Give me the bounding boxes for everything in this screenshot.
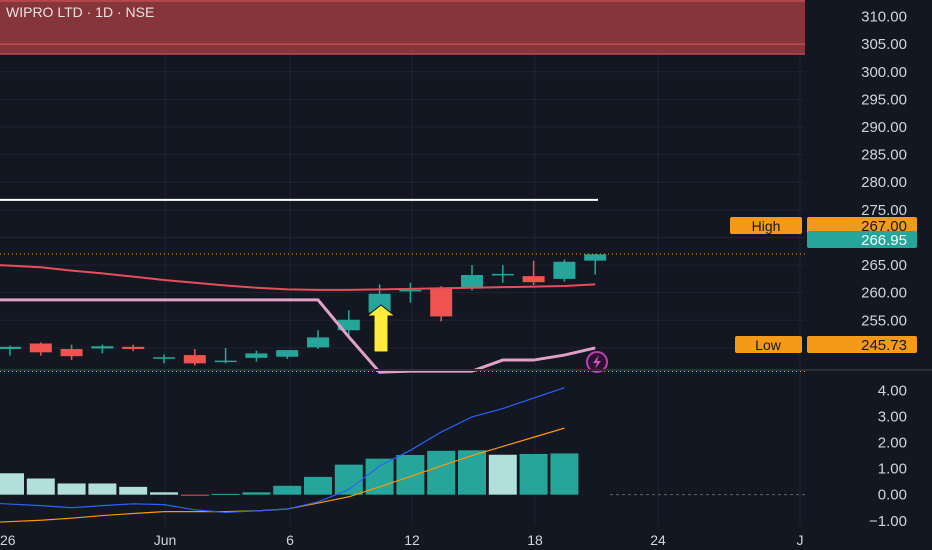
low-title-box xyxy=(735,336,802,353)
price-pane[interactable]: WIPRO LTD · 1D · NSE xyxy=(0,0,805,374)
price-axis[interactable]: 310.00 305.00 300.00 295.00 290.00 285.00 280.… xyxy=(861,9,907,357)
macd-line xyxy=(0,387,565,514)
last-price-value: 266.95 xyxy=(861,232,907,249)
histogram-bar xyxy=(365,458,394,495)
price-axis-tick-label: 260.00 xyxy=(861,285,907,302)
high-price-label: High 267.00 xyxy=(730,217,917,235)
candle-body xyxy=(399,289,422,292)
candlestick-series xyxy=(0,254,607,366)
candle-body xyxy=(0,346,21,350)
high-title: High xyxy=(752,218,781,234)
last-price-label: 266.95 xyxy=(807,231,917,249)
candle-body xyxy=(153,357,175,359)
histogram-bar xyxy=(519,453,548,495)
candle-body xyxy=(461,275,483,288)
candle-body xyxy=(214,360,237,363)
high-value-box xyxy=(807,217,917,234)
low-title: Low xyxy=(755,337,782,353)
histogram-bar xyxy=(0,473,24,495)
price-axis-tick-label: 310.00 xyxy=(861,9,907,26)
candle-body xyxy=(91,346,114,349)
pink-trailing-line xyxy=(0,298,596,374)
candle-body xyxy=(245,353,268,358)
price-axis-tick-label: 285.00 xyxy=(861,147,907,164)
price-axis-tick-label: 265.00 xyxy=(861,257,907,274)
candle-body xyxy=(122,346,145,350)
price-axis-tick-label: 280.00 xyxy=(861,174,907,191)
flash-icon-button[interactable] xyxy=(586,351,608,373)
indicator-axis-tick-label: −1.00 xyxy=(869,513,907,530)
histogram-bar xyxy=(304,476,332,495)
histogram-bar xyxy=(119,486,148,495)
candle-body xyxy=(522,276,545,283)
histogram-bar xyxy=(57,483,86,495)
low-value-box xyxy=(807,336,917,353)
supply-zone xyxy=(0,0,805,55)
histogram-bar xyxy=(273,485,302,495)
time-axis-label: 6 xyxy=(286,532,294,548)
histogram-bar xyxy=(396,455,425,495)
indicator-axis-tick-label: 1.00 xyxy=(878,461,907,478)
price-axis-tick-label: 300.00 xyxy=(861,64,907,81)
candle-body xyxy=(584,254,607,261)
lightning-bolt-icon xyxy=(593,355,601,369)
histogram-bar xyxy=(211,493,240,495)
price-axis-tick-label: 305.00 xyxy=(861,36,907,53)
indicator-axis-tick-label: 4.00 xyxy=(878,382,907,399)
buy-arrow-icon xyxy=(365,304,397,353)
price-axis-tick-label: 295.00 xyxy=(861,91,907,108)
buy-arrow-marker xyxy=(365,304,397,353)
candle-body xyxy=(60,349,83,357)
histogram-bar xyxy=(150,492,178,495)
candle-body xyxy=(491,273,514,276)
candle-body xyxy=(29,343,52,353)
last-price-box xyxy=(807,231,917,248)
time-axis-label: J xyxy=(797,532,804,548)
symbol-title: WIPRO LTD · 1D · NSE xyxy=(6,4,154,20)
indicator-axis[interactable]: 4.00 3.00 2.00 1.00 0.00 −1.00 xyxy=(869,382,907,530)
price-axis-tick-label: 255.00 xyxy=(861,312,907,329)
histogram-bar xyxy=(180,494,209,496)
price-axis-tick-label: 275.00 xyxy=(861,202,907,219)
indicator-axis-tick-label: 3.00 xyxy=(878,408,907,425)
time-axis[interactable]: 26 Jun 6 12 18 24 J xyxy=(0,532,804,548)
time-axis-label: 12 xyxy=(404,532,420,548)
indicator-pane[interactable] xyxy=(0,387,805,523)
candle-body xyxy=(276,350,299,357)
time-axis-label: 24 xyxy=(650,532,666,548)
candle-body xyxy=(430,288,453,317)
time-axis-label: 26 xyxy=(0,532,16,548)
indicator-axis-tick-label: 0.00 xyxy=(878,487,907,504)
histogram-bar xyxy=(458,450,486,495)
price-axis-tick-label: 290.00 xyxy=(861,119,907,136)
macd-histogram xyxy=(0,450,579,496)
histogram-bar xyxy=(427,450,456,495)
candle-body xyxy=(553,261,576,279)
low-value: 245.73 xyxy=(861,337,907,354)
candle-body xyxy=(337,319,360,331)
histogram-bar xyxy=(334,464,363,495)
histogram-bar xyxy=(88,483,117,495)
histogram-bar xyxy=(242,492,271,495)
time-axis-label: 18 xyxy=(527,532,543,548)
histogram-bar xyxy=(488,454,517,495)
time-axis-label: Jun xyxy=(154,532,177,548)
high-title-box xyxy=(730,217,802,234)
indicator-axis-tick-label: 2.00 xyxy=(878,434,907,451)
high-value: 267.00 xyxy=(861,218,907,235)
histogram-bar xyxy=(550,453,579,495)
histogram-bar xyxy=(26,478,55,495)
red-moving-average-line xyxy=(0,264,596,291)
candle-body xyxy=(307,337,329,348)
candle-body xyxy=(183,355,206,364)
low-price-label: Low 245.73 xyxy=(735,336,917,354)
